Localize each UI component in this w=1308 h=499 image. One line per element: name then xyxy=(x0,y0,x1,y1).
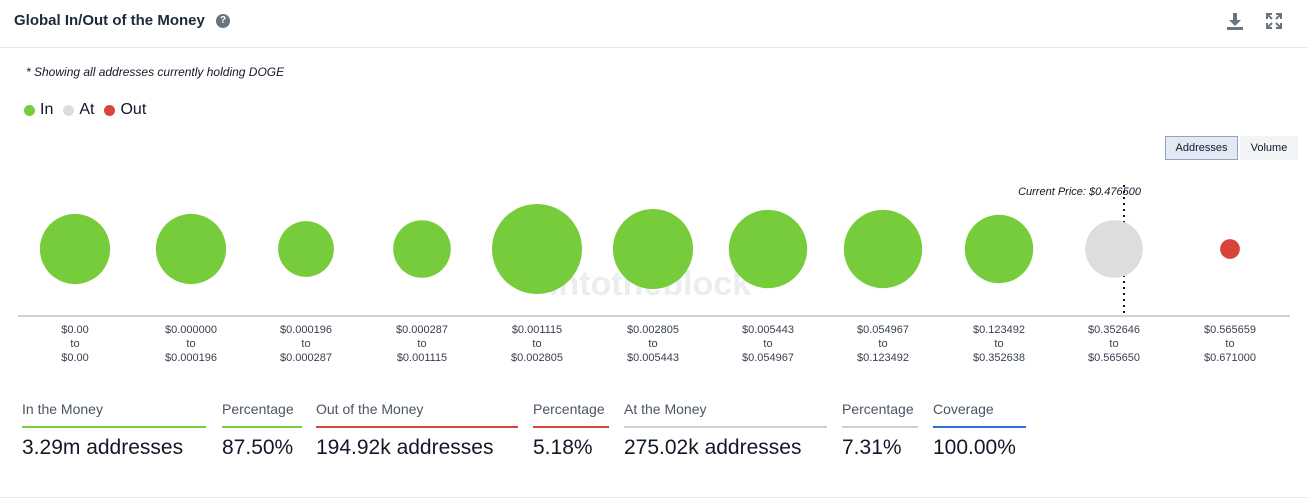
range-high-label: $0.352638 xyxy=(973,352,1025,364)
legend-label-at: At xyxy=(79,101,95,118)
bubble-in xyxy=(612,208,694,290)
bubble-at xyxy=(1085,220,1143,278)
stat-5: Percentage 7.31% xyxy=(842,398,918,460)
stat-value: 5.18% xyxy=(533,436,593,459)
legend-dot-in xyxy=(24,104,35,116)
range-high-label: $0.671000 xyxy=(1204,352,1256,364)
range-to-label: to xyxy=(70,338,79,350)
stat-1: Percentage 87.50% xyxy=(222,398,302,460)
legend-label-in: In xyxy=(40,101,54,118)
stat-value: 87.50% xyxy=(222,436,294,459)
legend-dot-at xyxy=(63,104,75,116)
stat-value: 275.02k addresses xyxy=(624,436,802,459)
range-low-label: $0.002805 xyxy=(627,324,679,336)
widget-header: Global In/Out of the Money ? xyxy=(0,0,1308,48)
volume-toggle-button[interactable]: Volume xyxy=(1240,136,1298,160)
range-high-label: $0.565650 xyxy=(1088,352,1140,364)
stat-2: Out of the Money 194.92k addresses xyxy=(316,398,518,460)
legend-dot-out xyxy=(104,104,116,116)
range-high-label: $0.054967 xyxy=(742,352,794,364)
bubble-in xyxy=(39,213,111,285)
stat-value: 7.31% xyxy=(842,436,902,459)
range-to-label: to xyxy=(648,338,657,350)
stat-3: Percentage 5.18% xyxy=(533,398,609,460)
range-high-label: $0.001115 xyxy=(397,352,447,364)
range-high-label: $0.002805 xyxy=(511,352,563,364)
range-low-label: $0.001115 xyxy=(512,324,562,336)
range-low-label: $0.000287 xyxy=(396,324,448,336)
bubble-in xyxy=(728,209,808,289)
stat-label: In the Money xyxy=(22,398,206,428)
bubble-in xyxy=(964,214,1034,284)
chart-legend: In At Out xyxy=(24,101,156,119)
range-high-label: $0.005443 xyxy=(627,352,679,364)
legend-label-out: Out xyxy=(120,101,147,118)
stat-label: Percentage xyxy=(842,398,918,428)
stat-6: Coverage 100.00% xyxy=(933,398,1026,460)
range-low-label: $0.565659 xyxy=(1204,324,1256,336)
range-low-label: $0.000196 xyxy=(280,324,332,336)
in-out-money-bubble-chart: intotheblockCurrent Price: $0.476500$0.0… xyxy=(18,185,1290,364)
stat-label: Coverage xyxy=(933,398,1026,428)
range-low-label: $0.00 xyxy=(61,324,89,336)
download-icon[interactable] xyxy=(1224,10,1246,32)
range-high-label: $0.000287 xyxy=(280,352,332,364)
range-low-label: $0.054967 xyxy=(857,324,909,336)
stat-value: 3.29m addresses xyxy=(22,436,184,459)
question-circle-icon[interactable]: ? xyxy=(216,14,230,28)
legend-item-at[interactable]: At xyxy=(63,101,94,119)
range-low-label: $0.005443 xyxy=(742,324,794,336)
legend-item-in[interactable]: In xyxy=(24,101,53,119)
current-price-label: Current Price: $0.476500 xyxy=(1018,186,1142,198)
bubble-out xyxy=(1220,239,1240,259)
range-low-label: $0.123492 xyxy=(973,324,1025,336)
stat-label: Percentage xyxy=(533,398,609,428)
range-to-label: to xyxy=(417,338,426,350)
legend-item-out[interactable]: Out xyxy=(104,101,146,119)
addresses-toggle-button[interactable]: Addresses xyxy=(1165,136,1238,160)
range-to-label: to xyxy=(1109,338,1118,350)
range-high-label: $0.000196 xyxy=(165,352,217,364)
stat-4: At the Money 275.02k addresses xyxy=(624,398,827,460)
stat-0: In the Money 3.29m addresses xyxy=(22,398,206,460)
range-low-label: $0.000000 xyxy=(165,324,217,336)
range-high-label: $0.123492 xyxy=(857,352,909,364)
bottom-divider xyxy=(0,497,1308,498)
expand-icon[interactable] xyxy=(1263,10,1285,32)
bubble-in xyxy=(155,213,227,285)
range-to-label: to xyxy=(186,338,195,350)
summary-stats: In the Money 3.29m addresses Percentage 87.… xyxy=(0,398,1308,468)
range-to-label: to xyxy=(532,338,541,350)
stat-label: At the Money xyxy=(624,398,827,428)
bubble-in xyxy=(278,221,334,277)
range-to-label: to xyxy=(994,338,1003,350)
bubble-in xyxy=(393,220,451,278)
stat-value: 100.00% xyxy=(933,436,1016,459)
range-to-label: to xyxy=(1225,338,1234,350)
bubble-in xyxy=(843,209,923,289)
range-to-label: to xyxy=(878,338,887,350)
bubble-in xyxy=(492,204,582,294)
stat-value: 194.92k addresses xyxy=(316,436,494,459)
range-high-label: $0.00 xyxy=(61,352,89,364)
holding-note: * Showing all addresses currently holdin… xyxy=(26,65,285,79)
stat-label: Out of the Money xyxy=(316,398,518,428)
range-to-label: to xyxy=(763,338,772,350)
range-to-label: to xyxy=(301,338,310,350)
widget-title: Global In/Out of the Money xyxy=(14,12,205,29)
range-low-label: $0.352646 xyxy=(1088,324,1140,336)
stat-label: Percentage xyxy=(222,398,302,428)
